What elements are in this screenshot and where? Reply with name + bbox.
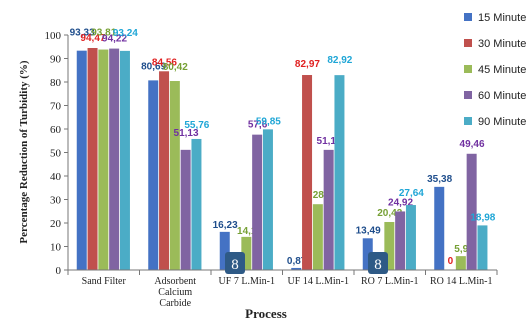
bar	[334, 75, 345, 270]
y-tick-label: 40	[50, 171, 62, 183]
y-tick-label: 10	[50, 242, 62, 254]
legend-label: 15 Minute	[478, 12, 526, 24]
y-axis-title: Percentage Reduction of Turbidity (%)	[18, 60, 30, 243]
bar	[312, 204, 323, 270]
legend-swatch	[464, 117, 472, 125]
data-label: 80,69	[141, 61, 166, 72]
bar	[148, 80, 159, 270]
data-label: 94,47	[80, 33, 105, 44]
data-label: 16,23	[213, 220, 238, 231]
bar	[291, 267, 302, 270]
bar	[262, 129, 273, 270]
data-label: 80,42	[163, 62, 188, 73]
data-label: 5,9	[454, 244, 468, 255]
badge	[368, 252, 388, 274]
bar	[159, 71, 170, 270]
legend-swatch	[464, 13, 472, 21]
x-axis-title: Process	[245, 306, 287, 321]
bar	[87, 47, 98, 270]
y-tick-label: 60	[50, 124, 62, 136]
y-tick-label: 50	[50, 148, 62, 160]
bar	[241, 236, 252, 270]
data-label: 82,92	[327, 55, 352, 66]
badge	[225, 252, 245, 274]
bar	[384, 221, 395, 270]
bar	[169, 81, 180, 270]
data-label: 18,98	[470, 212, 495, 223]
data-label: 35,38	[427, 174, 452, 185]
bar	[302, 75, 313, 270]
y-tick-label: 30	[50, 195, 62, 207]
data-label: 13,49	[356, 225, 381, 236]
legend-label: 60 Minute	[478, 90, 526, 102]
y-tick-label: 90	[50, 54, 62, 66]
bar	[405, 205, 416, 270]
bar	[252, 134, 263, 270]
bar	[109, 48, 120, 270]
data-label: 51,13	[174, 128, 199, 139]
bar	[76, 50, 87, 270]
data-label: 0,87	[287, 256, 307, 267]
badge-label: 8	[231, 257, 239, 273]
bar	[323, 149, 334, 270]
bar	[477, 225, 488, 270]
legend-label: 45 Minute	[478, 64, 526, 76]
data-label: 24,92	[388, 197, 413, 208]
bar	[191, 138, 202, 270]
x-category-label: RO 7 L.Min-1	[361, 276, 419, 287]
y-tick-label: 20	[50, 218, 62, 230]
bar	[98, 49, 109, 270]
data-label: 82,97	[295, 59, 320, 70]
data-label: 14,1	[237, 226, 257, 237]
legend-label: 30 Minute	[478, 38, 526, 50]
bar	[455, 256, 466, 270]
data-label: 84,56	[152, 57, 177, 68]
badge-label: 8	[374, 257, 382, 273]
data-label: 0	[448, 256, 454, 267]
data-label: 93,33	[70, 28, 95, 39]
data-label: 55,76	[184, 120, 209, 131]
x-category-label: UF 14 L.Min-1	[288, 276, 349, 287]
bar	[466, 153, 477, 270]
legend-swatch	[464, 65, 472, 73]
y-tick-label: 80	[50, 77, 62, 89]
x-category-label: Adsorbent	[154, 276, 196, 287]
bar	[219, 231, 230, 270]
x-category-label: Sand Filter	[82, 276, 127, 287]
legend-label: 90 Minute	[478, 116, 526, 128]
y-tick-label: 70	[50, 101, 62, 113]
data-label: 28	[313, 190, 325, 201]
data-label: 57,6	[248, 120, 268, 131]
bar	[434, 186, 445, 270]
bar	[395, 211, 406, 270]
x-category-label: RO 14 L.Min-1	[430, 276, 493, 287]
bar	[180, 149, 191, 270]
x-category-label: Carbide	[159, 298, 191, 309]
legend-swatch	[464, 91, 472, 99]
y-tick-label: 100	[45, 30, 62, 42]
bar	[119, 50, 130, 270]
x-category-label: UF 7 L.Min-1	[219, 276, 275, 287]
legend-swatch	[464, 39, 472, 47]
data-label: 94,22	[102, 34, 127, 45]
data-label: 51,12	[317, 136, 342, 147]
data-label: 49,46	[460, 139, 485, 150]
y-tick-label: 0	[56, 265, 62, 277]
data-label: 27,64	[399, 188, 424, 199]
data-label: 93,24	[113, 28, 138, 39]
data-label: 59,85	[256, 116, 281, 127]
data-label: 93,81	[91, 28, 116, 39]
data-label: 20,43	[377, 208, 402, 219]
x-category-label: Calcium	[158, 287, 192, 298]
bar	[362, 238, 373, 270]
